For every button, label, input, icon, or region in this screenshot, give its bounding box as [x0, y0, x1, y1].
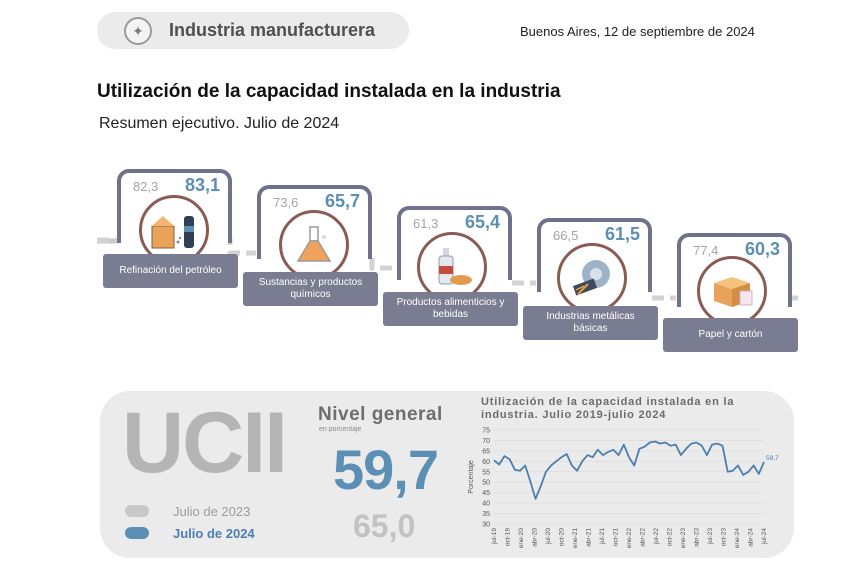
- y-tick-label: 50: [482, 480, 490, 487]
- x-tick-label: jul-24: [761, 528, 768, 545]
- report-title: Utilización de la capacidad instalada en…: [97, 81, 561, 102]
- sector-value-2023: 66,5: [553, 228, 579, 243]
- y-tick-label: 70: [482, 438, 490, 445]
- x-tick-label: ene-22: [626, 528, 633, 549]
- x-tick-label: ene-24: [734, 528, 741, 549]
- x-tick-label: oct-22: [667, 528, 674, 546]
- summary-panel: [100, 391, 794, 558]
- x-tick-label: ene-20: [518, 528, 525, 549]
- y-tick-label: 35: [482, 511, 490, 518]
- x-tick-label: abr-24: [748, 528, 755, 547]
- x-tick-label: jul-21: [599, 528, 606, 545]
- y-tick-label: 30: [482, 522, 490, 529]
- sector-value-2023: 77,4: [693, 243, 719, 258]
- sector-label: Productos alimenticios y bebidas: [383, 292, 518, 326]
- report-subtitle: Resumen ejecutivo. Julio de 2024: [99, 115, 340, 132]
- sector-value-2023: 73,6: [273, 195, 299, 210]
- y-tick-label: 60: [482, 459, 490, 466]
- x-tick-label: jul-23: [707, 528, 714, 545]
- sector-value-2024: 60,3: [744, 239, 780, 259]
- sector-value-2024: 65,7: [324, 191, 360, 211]
- nivel-general-unit: en porcentaje: [319, 426, 362, 433]
- x-tick-label: oct-20: [559, 528, 566, 546]
- nivel-general-label: Nivel general: [318, 404, 443, 425]
- sector-value-2023: 82,3: [133, 179, 159, 194]
- sector-label: Sustancias y productos químicos: [243, 272, 378, 306]
- sector-label: Papel y cartón: [663, 318, 798, 352]
- x-tick-label: oct-19: [505, 528, 512, 546]
- y-tick-label: 75: [482, 428, 490, 435]
- nivel-general-2024: 59,7: [333, 438, 439, 501]
- sector-label: Refinación del petróleo: [103, 254, 238, 288]
- sector-value-2024: 65,4: [464, 212, 500, 232]
- y-tick-label: 55: [482, 469, 490, 476]
- chart-title: Utilización de la capacidad instalada en…: [481, 396, 735, 421]
- legend-label-2024: Julio de 2024: [173, 526, 255, 541]
- legend-swatch-2023: [125, 505, 149, 517]
- paper-box-icon: [697, 256, 767, 326]
- sector-label: Industrias metálicas básicas: [523, 306, 658, 340]
- section-title: Industria manufacturera: [169, 20, 376, 40]
- institution-logo-icon: ✦: [124, 17, 152, 45]
- x-tick-label: oct-21: [613, 528, 620, 546]
- x-tick-label: abr-20: [532, 528, 539, 547]
- dateline: Buenos Aires, 12 de septiembre de 2024: [520, 24, 755, 39]
- y-axis-label: Porcentaje: [468, 460, 475, 494]
- y-tick-label: 40: [482, 501, 490, 508]
- x-tick-label: jul-19: [491, 528, 498, 545]
- x-tick-label: ene-23: [680, 528, 687, 549]
- flask-icon: [279, 210, 349, 280]
- end-value-label: 59,7: [766, 455, 779, 462]
- sector-value-2023: 61,3: [413, 216, 439, 231]
- y-tick-label: 65: [482, 448, 490, 455]
- ucii-line-chart: 30 35 40 45 50 55 60 65 70 75 Porcentaje jul-19 oct-…: [468, 428, 779, 549]
- sector-value-2024: 83,1: [184, 175, 220, 195]
- x-tick-label: abr-21: [586, 528, 593, 547]
- series-line: [493, 440, 765, 500]
- legend-label-2023: Julio de 2023: [173, 504, 251, 519]
- food-bottle-icon: [417, 232, 487, 302]
- x-tick-label: oct-23: [721, 528, 728, 546]
- legend-swatch-2024: [125, 527, 149, 539]
- x-tick-label: jul-22: [653, 528, 660, 545]
- staircase-line: [97, 237, 800, 301]
- x-tick-label: jul-20: [545, 528, 552, 545]
- nivel-general-2023: 65,0: [353, 508, 416, 544]
- ucii-acronym: UCII: [122, 395, 288, 491]
- y-tick-label: 45: [482, 490, 490, 497]
- x-tick-label: ene-21: [572, 528, 579, 549]
- x-tick-label: abr-23: [694, 528, 701, 547]
- x-tick-label: abr-22: [640, 528, 647, 547]
- sector-value-2024: 61,5: [604, 224, 640, 244]
- metal-industry-icon: [557, 243, 627, 313]
